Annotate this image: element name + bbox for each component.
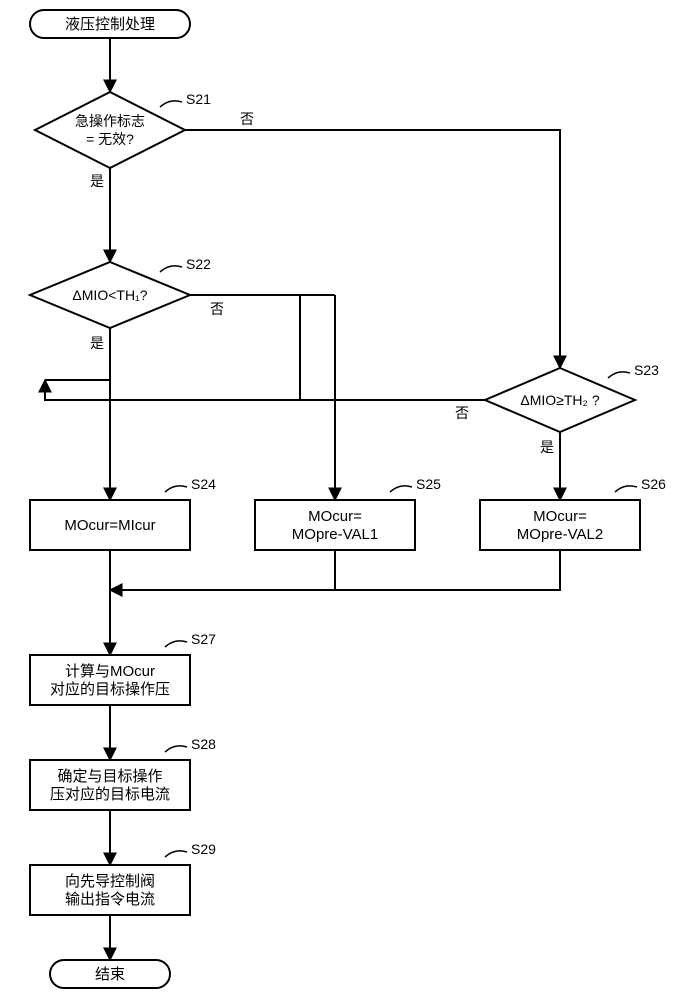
end-terminator: 结束	[50, 960, 170, 988]
s22-yes: 是	[90, 335, 104, 351]
s21-line1: 急操作标志	[75, 113, 145, 129]
edge-s21-s23	[185, 130, 560, 368]
s26-label: S26	[641, 476, 666, 492]
s28-line2: 压对应的目标电流	[50, 785, 170, 803]
decision-s22: ΔMIO<TH₁? S22 是 否	[30, 256, 224, 351]
s21-yes: 是	[90, 173, 104, 189]
s29-label: S29	[191, 841, 216, 857]
flowchart: 液压控制处理 急操作标志 = 无效? S21 是 否 ΔMIO<TH₁? S22…	[0, 0, 674, 1000]
edge-s25-merge	[110, 550, 335, 590]
process-s26: MOcur= MOpre-VAL2 S26	[480, 476, 666, 550]
s21-no: 否	[240, 111, 254, 127]
end-text: 结束	[95, 966, 125, 983]
s24-label: S24	[191, 476, 216, 492]
s21-line2: = 无效?	[86, 131, 134, 147]
process-s28: 确定与目标操作 压对应的目标电流 S28	[30, 736, 216, 810]
s21-label: S21	[186, 91, 211, 107]
process-s27: 计算与MOcur 对应的目标操作压 S27	[30, 631, 216, 705]
s25-line2: MOpre-VAL1	[292, 526, 378, 543]
s23-text: ΔMIO≥TH₂ ?	[520, 392, 599, 408]
s26-line1: MOcur=	[533, 508, 587, 525]
s26-line2: MOpre-VAL2	[517, 526, 603, 543]
process-s24: MOcur=MIcur S24	[30, 476, 216, 550]
process-s29: 向先导控制阀 输出指令电流 S29	[30, 841, 216, 915]
process-s25: MOcur= MOpre-VAL1 S25	[255, 476, 441, 550]
s29-line2: 输出指令电流	[65, 891, 155, 908]
start-text: 液压控制处理	[65, 16, 155, 33]
s25-line1: MOcur=	[308, 508, 362, 525]
start-terminator: 液压控制处理	[30, 10, 190, 38]
s27-line2: 对应的目标操作压	[50, 680, 170, 698]
decision-s23: ΔMIO≥TH₂ ? S23 是 否	[455, 362, 659, 455]
s23-yes: 是	[540, 439, 554, 455]
edge-s22-s24	[45, 328, 110, 500]
s28-line1: 确定与目标操作	[57, 768, 162, 785]
s24-text: MOcur=MIcur	[64, 517, 155, 534]
s29-line1: 向先导控制阀	[65, 873, 155, 890]
s22-label: S22	[186, 256, 211, 272]
decision-s21: 急操作标志 = 无效? S21 是 否	[35, 91, 254, 189]
s27-line1: 计算与MOcur	[65, 662, 155, 680]
s27-label: S27	[191, 631, 216, 647]
s23-no: 否	[455, 405, 469, 421]
s25-label: S25	[416, 476, 441, 492]
s22-no: 否	[210, 301, 224, 317]
s28-label: S28	[191, 736, 216, 752]
edge-s26-merge	[335, 550, 560, 590]
s23-label: S23	[634, 362, 659, 378]
s22-text: ΔMIO<TH₁?	[72, 287, 147, 303]
